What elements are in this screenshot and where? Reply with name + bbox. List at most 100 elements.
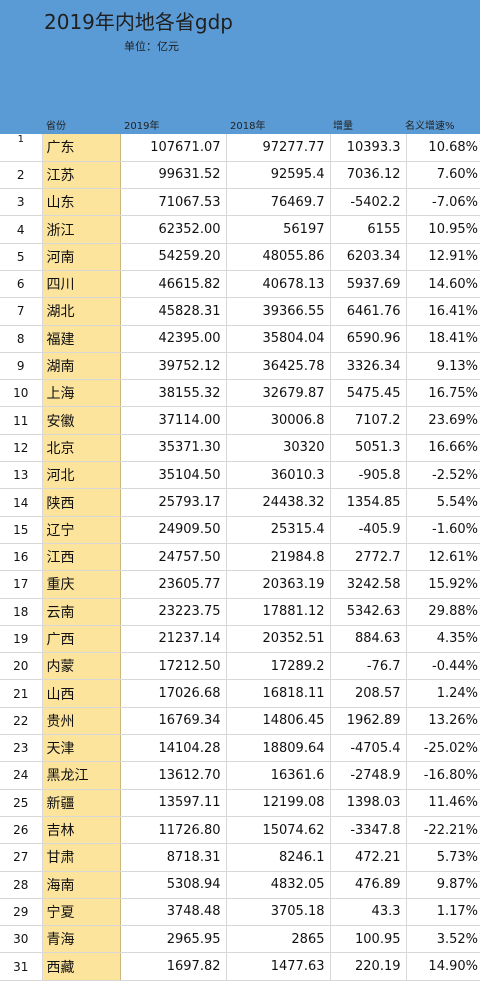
gdp-2019-cell[interactable]: 13597.11 — [120, 789, 227, 817]
rank-cell[interactable]: 31 — [0, 952, 43, 981]
rank-cell[interactable]: 7 — [0, 297, 43, 326]
increase-cell[interactable]: -5402.2 — [330, 188, 407, 217]
province-cell[interactable]: 陕西 — [42, 488, 121, 517]
gdp-2018-cell[interactable]: 16818.11 — [226, 679, 331, 708]
gdp-2019-cell[interactable]: 62352.00 — [120, 215, 227, 244]
increase-cell[interactable]: 43.3 — [330, 898, 407, 927]
rank-cell[interactable]: 26 — [0, 816, 43, 845]
growth-cell[interactable]: 23.69% — [406, 406, 480, 435]
rank-cell[interactable]: 17 — [0, 570, 43, 599]
increase-cell[interactable]: -4705.4 — [330, 734, 407, 763]
growth-cell[interactable]: 14.90% — [406, 952, 480, 981]
gdp-2019-cell[interactable]: 35104.50 — [120, 461, 227, 490]
rank-cell[interactable]: 12 — [0, 434, 43, 463]
province-cell[interactable]: 河北 — [42, 461, 121, 490]
growth-cell[interactable]: 5.54% — [406, 488, 480, 517]
rank-cell[interactable]: 27 — [0, 843, 43, 872]
province-cell[interactable]: 浙江 — [42, 215, 121, 244]
province-cell[interactable]: 辽宁 — [42, 516, 121, 544]
province-cell[interactable]: 海南 — [42, 871, 121, 899]
gdp-2018-cell[interactable]: 8246.1 — [226, 843, 331, 872]
table-row[interactable]: 5 河南 54259.20 48055.86 6203.34 12.91% — [0, 243, 480, 271]
growth-cell[interactable]: 9.87% — [406, 871, 480, 899]
rank-cell[interactable]: 13 — [0, 461, 43, 490]
rank-cell[interactable]: 28 — [0, 871, 43, 899]
province-cell[interactable]: 吉林 — [42, 816, 121, 845]
rank-cell[interactable]: 29 — [0, 898, 43, 927]
growth-cell[interactable]: -7.06% — [406, 188, 480, 217]
increase-cell[interactable]: 472.21 — [330, 843, 407, 872]
province-cell[interactable]: 重庆 — [42, 570, 121, 599]
increase-cell[interactable]: 3242.58 — [330, 570, 407, 599]
table-row[interactable]: 27 甘肃 8718.31 8246.1 472.21 5.73% — [0, 843, 480, 872]
province-cell[interactable]: 广西 — [42, 625, 121, 654]
gdp-2019-cell[interactable]: 13612.70 — [120, 761, 227, 790]
gdp-2018-cell[interactable]: 25315.4 — [226, 516, 331, 544]
gdp-2018-cell[interactable]: 36010.3 — [226, 461, 331, 490]
gdp-2019-cell[interactable]: 1697.82 — [120, 952, 227, 981]
rank-cell[interactable]: 11 — [0, 406, 43, 435]
province-cell[interactable]: 宁夏 — [42, 898, 121, 927]
gdp-2019-cell[interactable]: 17026.68 — [120, 679, 227, 708]
increase-cell[interactable]: 10393.3 — [330, 134, 407, 162]
growth-cell[interactable]: 10.95% — [406, 215, 480, 244]
increase-cell[interactable]: 5342.63 — [330, 598, 407, 626]
rank-cell[interactable]: 15 — [0, 516, 43, 544]
growth-cell[interactable]: -22.21% — [406, 816, 480, 845]
growth-cell[interactable]: 14.60% — [406, 270, 480, 299]
rank-cell[interactable]: 30 — [0, 925, 43, 954]
increase-cell[interactable]: 1354.85 — [330, 488, 407, 517]
province-cell[interactable]: 湖北 — [42, 297, 121, 326]
gdp-2018-cell[interactable]: 2865 — [226, 925, 331, 954]
increase-cell[interactable]: 100.95 — [330, 925, 407, 954]
increase-cell[interactable]: 884.63 — [330, 625, 407, 654]
province-cell[interactable]: 内蒙 — [42, 652, 121, 681]
province-cell[interactable]: 福建 — [42, 325, 121, 353]
table-row[interactable]: 13 河北 35104.50 36010.3 -905.8 -2.52% — [0, 461, 480, 490]
province-cell[interactable]: 安徽 — [42, 406, 121, 435]
gdp-2018-cell[interactable]: 14806.45 — [226, 707, 331, 736]
gdp-2018-cell[interactable]: 4832.05 — [226, 871, 331, 899]
growth-cell[interactable]: 18.41% — [406, 325, 480, 353]
gdp-2019-cell[interactable]: 3748.48 — [120, 898, 227, 927]
gdp-2018-cell[interactable]: 36425.78 — [226, 352, 331, 381]
gdp-2019-cell[interactable]: 45828.31 — [120, 297, 227, 326]
province-cell[interactable]: 湖南 — [42, 352, 121, 381]
increase-cell[interactable]: -905.8 — [330, 461, 407, 490]
gdp-2018-cell[interactable]: 17289.2 — [226, 652, 331, 681]
gdp-2018-cell[interactable]: 97277.77 — [226, 134, 331, 162]
table-row[interactable]: 4 浙江 62352.00 56197 6155 10.95% — [0, 215, 480, 244]
rank-cell[interactable]: 14 — [0, 488, 43, 517]
table-row[interactable]: 9 湖南 39752.12 36425.78 3326.34 9.13% — [0, 352, 480, 381]
growth-cell[interactable]: 1.24% — [406, 679, 480, 708]
table-row[interactable]: 20 内蒙 17212.50 17289.2 -76.7 -0.44% — [0, 652, 480, 681]
gdp-2019-cell[interactable]: 24909.50 — [120, 516, 227, 544]
rank-cell[interactable]: 10 — [0, 379, 43, 408]
table-row[interactable]: 7 湖北 45828.31 39366.55 6461.76 16.41% — [0, 297, 480, 326]
growth-cell[interactable]: -0.44% — [406, 652, 480, 681]
growth-cell[interactable]: 12.61% — [406, 543, 480, 572]
gdp-2019-cell[interactable]: 71067.53 — [120, 188, 227, 217]
rank-cell[interactable]: 2 — [0, 161, 43, 190]
gdp-2018-cell[interactable]: 20352.51 — [226, 625, 331, 654]
gdp-2018-cell[interactable]: 12199.08 — [226, 789, 331, 817]
growth-cell[interactable]: 3.52% — [406, 925, 480, 954]
table-row[interactable]: 31 西藏 1697.82 1477.63 220.19 14.90% — [0, 952, 480, 981]
increase-cell[interactable]: 1398.03 — [330, 789, 407, 817]
rank-cell[interactable]: 19 — [0, 625, 43, 654]
province-cell[interactable]: 广东 — [42, 134, 121, 162]
table-row[interactable]: 15 辽宁 24909.50 25315.4 -405.9 -1.60% — [0, 516, 480, 544]
gdp-2018-cell[interactable]: 21984.8 — [226, 543, 331, 572]
gdp-2018-cell[interactable]: 17881.12 — [226, 598, 331, 626]
gdp-2019-cell[interactable]: 37114.00 — [120, 406, 227, 435]
table-row[interactable]: 29 宁夏 3748.48 3705.18 43.3 1.17% — [0, 898, 480, 927]
growth-cell[interactable]: 13.26% — [406, 707, 480, 736]
gdp-2019-cell[interactable]: 2965.95 — [120, 925, 227, 954]
growth-cell[interactable]: 5.73% — [406, 843, 480, 872]
growth-cell[interactable]: 15.92% — [406, 570, 480, 599]
increase-cell[interactable]: 2772.7 — [330, 543, 407, 572]
rank-cell[interactable]: 22 — [0, 707, 43, 736]
province-cell[interactable]: 江西 — [42, 543, 121, 572]
rank-cell[interactable]: 16 — [0, 543, 43, 572]
table-row[interactable]: 18 云南 23223.75 17881.12 5342.63 29.88% — [0, 598, 480, 626]
